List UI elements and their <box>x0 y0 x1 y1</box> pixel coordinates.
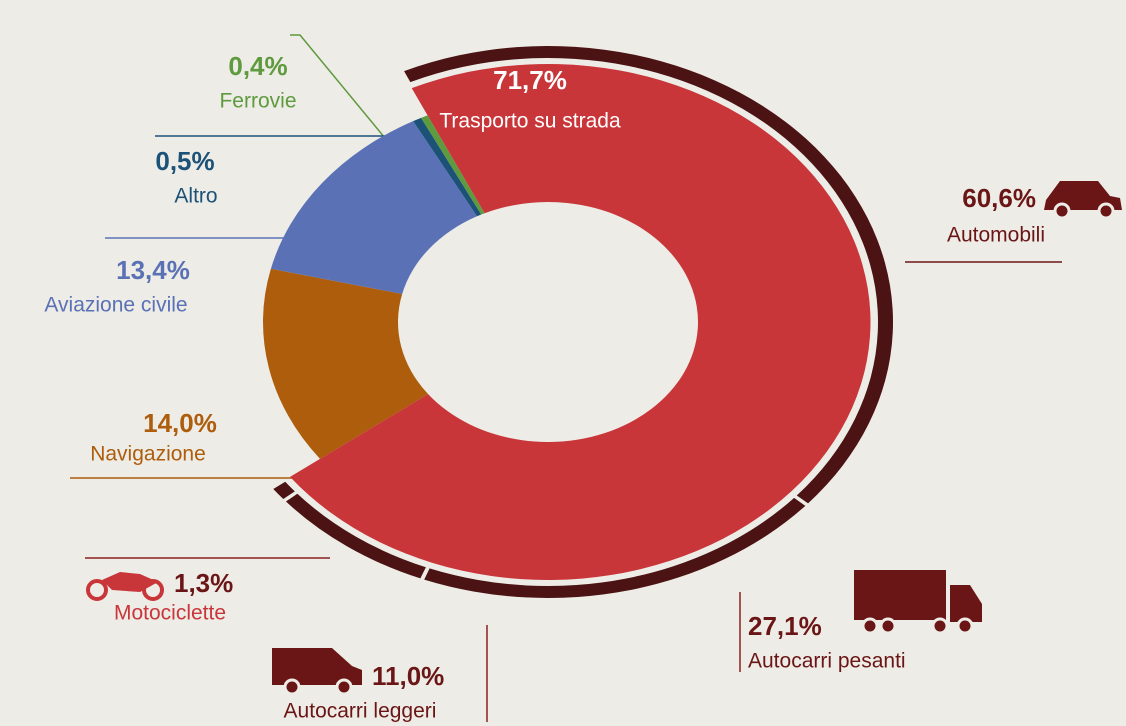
category-label: Navigazione <box>90 443 206 466</box>
value-label: 0,5% <box>155 146 214 176</box>
sub-category-label: Autocarri leggeri <box>284 700 437 723</box>
donut-segment <box>263 268 429 459</box>
labels: 71,7% Trasporto su strada 14,0% Navigazione… <box>44 51 1045 723</box>
truck-icon <box>854 570 982 635</box>
category-label: Trasporto su strada <box>439 110 621 133</box>
donut-segment <box>421 115 485 215</box>
sub-segment <box>285 493 426 579</box>
sub-segment <box>404 46 893 504</box>
car-icon <box>1044 181 1122 220</box>
value-label: 0,4% <box>228 51 287 81</box>
icons <box>86 181 1122 696</box>
sub-value-label: 60,6% <box>962 183 1036 213</box>
sub-category-label: Motociclette <box>114 602 226 625</box>
sub-value-label: 27,1% <box>748 611 822 641</box>
van-icon <box>272 648 362 696</box>
category-label: Aviazione civile <box>44 294 187 317</box>
donut-segment <box>290 64 871 580</box>
sub-category-label: Autocarri pesanti <box>748 650 906 673</box>
value-label: 13,4% <box>116 255 190 285</box>
category-label: Ferrovie <box>219 90 296 113</box>
sub-value-label: 1,3% <box>174 568 233 598</box>
donut <box>263 46 893 598</box>
category-label: Altro <box>174 185 217 208</box>
value-label: 14,0% <box>143 408 217 438</box>
moto-icon <box>86 572 164 601</box>
sub-segment <box>273 481 295 500</box>
sub-segment <box>424 497 806 598</box>
donut-segment <box>270 121 478 294</box>
sub-category-label: Automobili <box>947 224 1045 247</box>
value-label: 71,7% <box>493 65 567 95</box>
donut-segment <box>413 117 482 217</box>
sub-value-label: 11,0% <box>372 661 444 691</box>
